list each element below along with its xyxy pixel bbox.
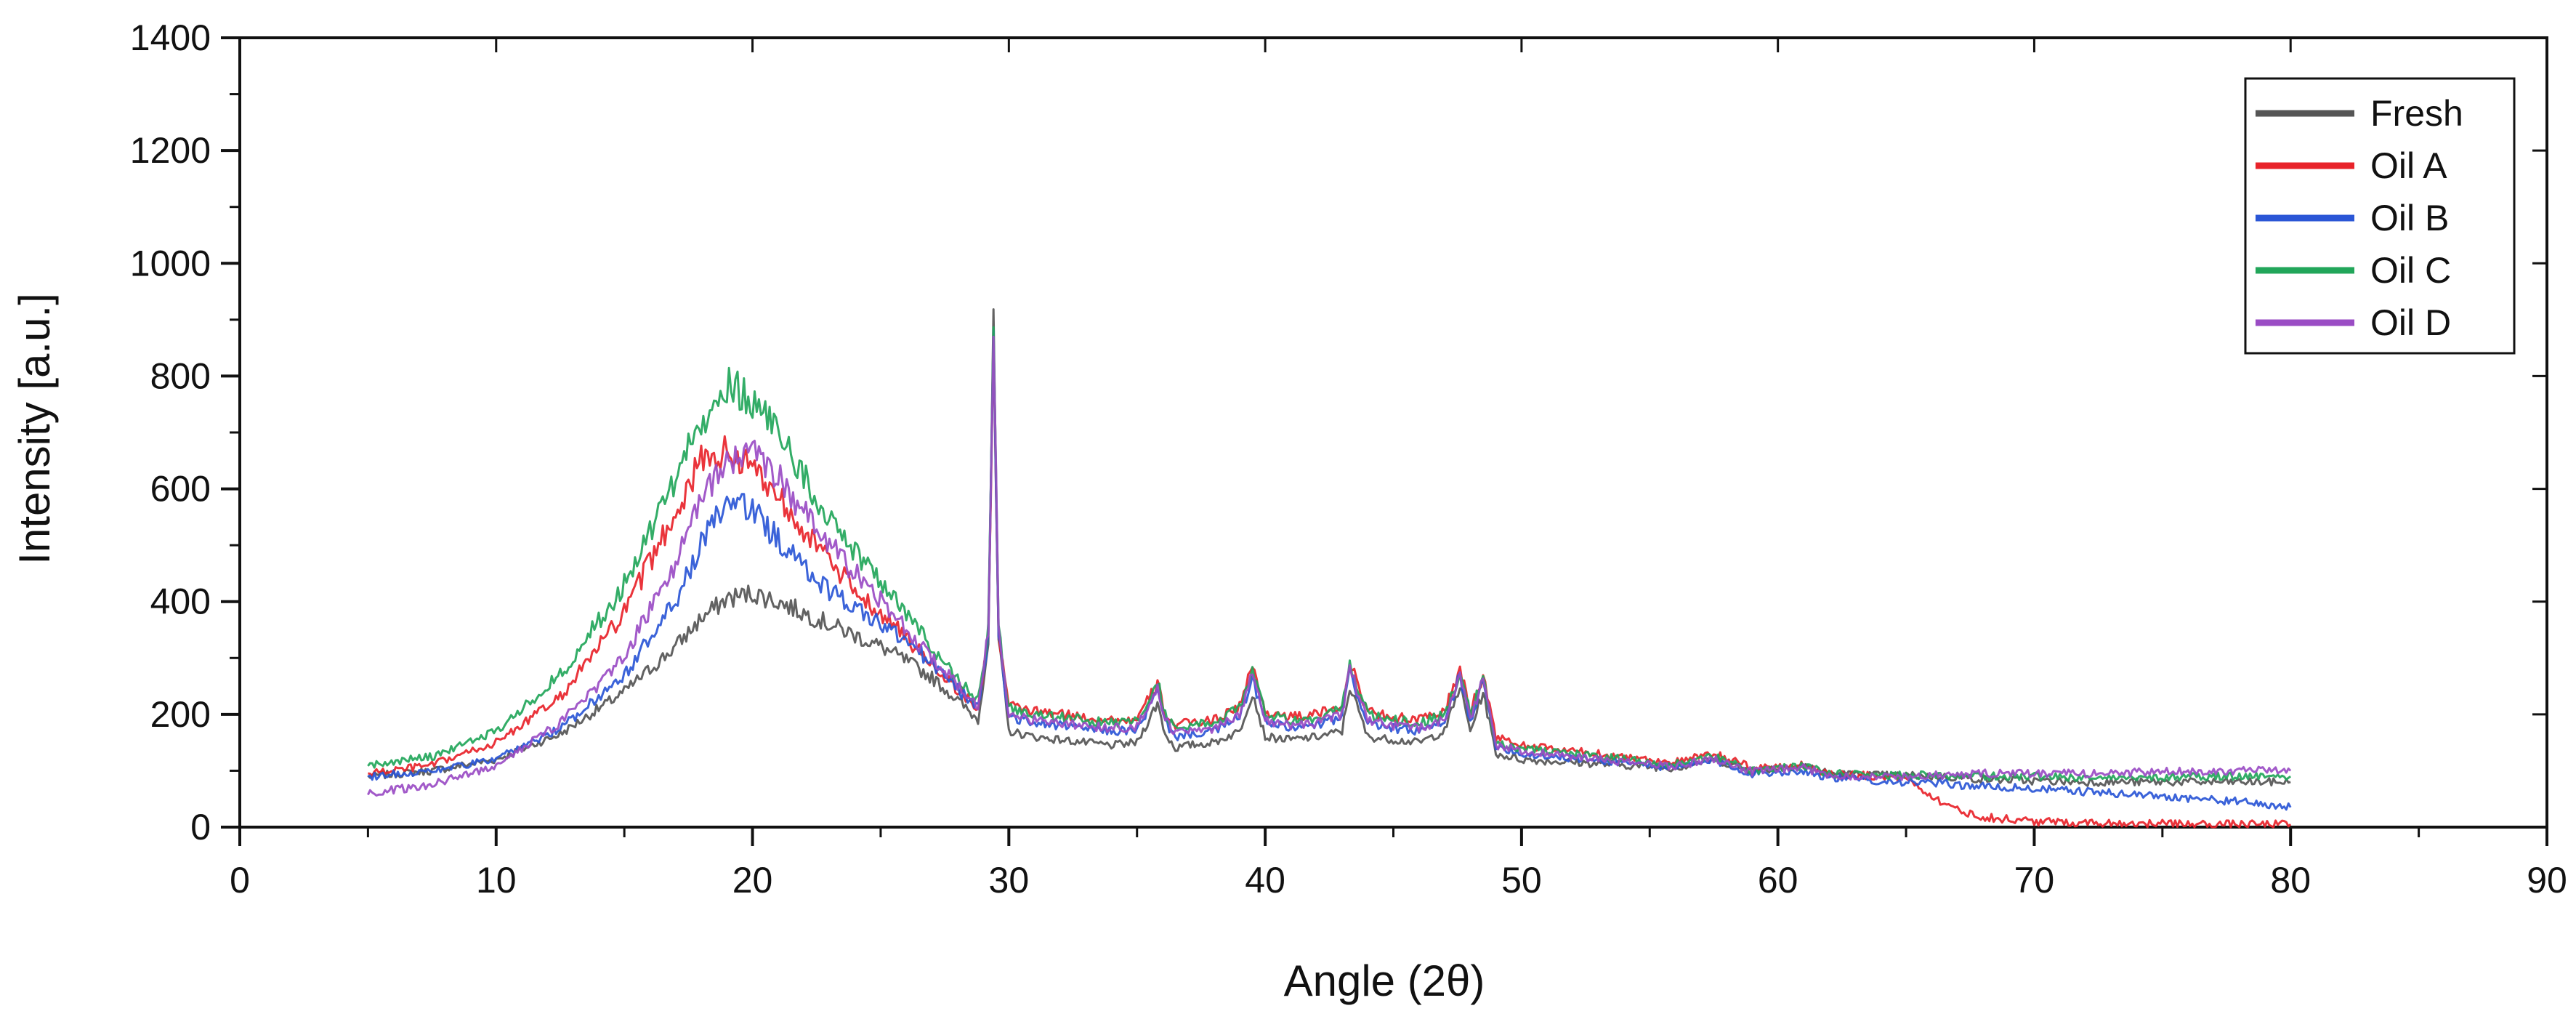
x-tick-label: 40 bbox=[1245, 860, 1285, 901]
x-tick-label: 60 bbox=[1758, 860, 1798, 901]
series-line-oil-b bbox=[367, 329, 2292, 811]
x-tick-label: 70 bbox=[2014, 860, 2055, 901]
x-tick-label: 80 bbox=[2270, 860, 2311, 901]
x-tick-label: 50 bbox=[1501, 860, 1542, 901]
y-tick-label: 0 bbox=[190, 807, 211, 847]
legend-label: Oil B bbox=[2370, 198, 2449, 238]
legend: Fresh Oil A Oil B Oil C Oil D bbox=[2244, 77, 2516, 355]
legend-label: Fresh bbox=[2370, 93, 2463, 134]
legend-label: Oil D bbox=[2370, 302, 2451, 343]
series-line-fresh bbox=[367, 308, 2291, 787]
legend-label: Oil A bbox=[2370, 145, 2447, 186]
series-line-oil-a bbox=[368, 333, 2292, 829]
x-tick-label: 0 bbox=[230, 860, 250, 901]
y-tick-label: 1400 bbox=[130, 17, 211, 58]
series-line-oil-c bbox=[367, 326, 2292, 782]
y-tick-label: 400 bbox=[150, 581, 211, 622]
y-tick-label: 200 bbox=[150, 694, 211, 735]
x-axis-title: Angle (2θ) bbox=[1284, 956, 1485, 1005]
y-axis: 0 200 400 600 800 1000 1200 1400 bbox=[130, 17, 2547, 847]
legend-label: Oil C bbox=[2370, 250, 2451, 291]
x-tick-label: 10 bbox=[476, 860, 517, 901]
x-tick-label: 90 bbox=[2527, 860, 2567, 901]
x-axis: 0 10 20 30 40 50 60 70 80 90 bbox=[230, 38, 2567, 901]
y-tick-label: 800 bbox=[150, 355, 211, 396]
y-tick-label: 600 bbox=[150, 469, 211, 510]
x-tick-label: 20 bbox=[732, 860, 773, 901]
y-tick-label: 1000 bbox=[130, 243, 211, 283]
y-tick-label: 1200 bbox=[130, 130, 211, 171]
x-tick-label: 30 bbox=[989, 860, 1030, 901]
y-axis-title: Intensity [a.u.] bbox=[10, 293, 59, 565]
series-layer bbox=[367, 308, 2292, 829]
series-line-oil-d bbox=[367, 335, 2292, 797]
